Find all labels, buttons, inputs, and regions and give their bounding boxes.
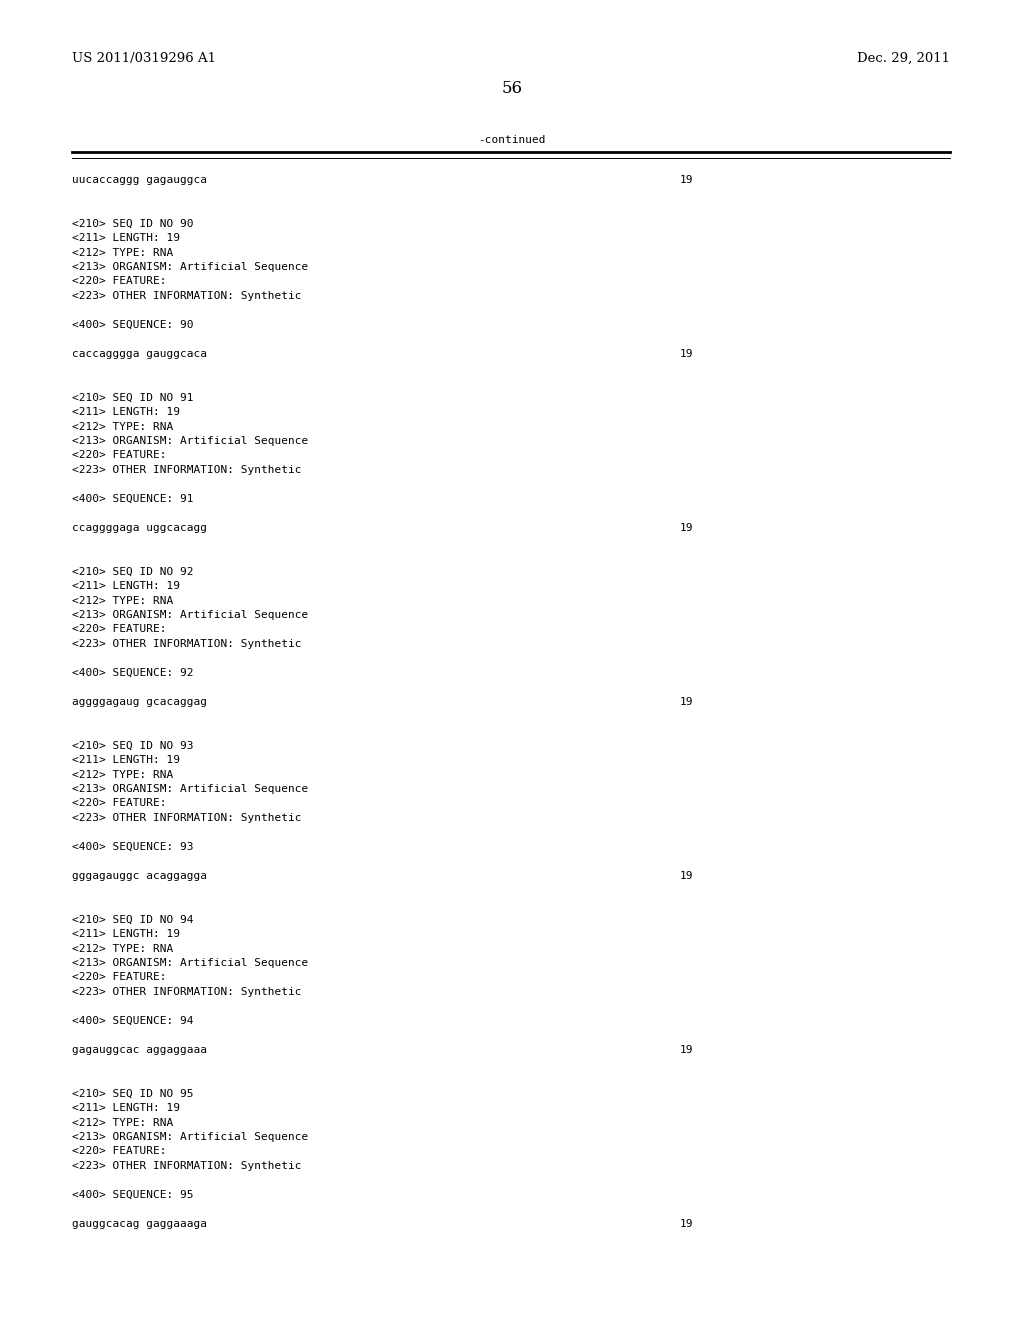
Text: <211> LENGTH: 19: <211> LENGTH: 19 bbox=[72, 407, 180, 417]
Text: <210> SEQ ID NO 93: <210> SEQ ID NO 93 bbox=[72, 741, 194, 751]
Text: <220> FEATURE:: <220> FEATURE: bbox=[72, 799, 167, 808]
Text: uucaccaggg gagauggca: uucaccaggg gagauggca bbox=[72, 176, 207, 185]
Text: <220> FEATURE:: <220> FEATURE: bbox=[72, 624, 167, 635]
Text: <223> OTHER INFORMATION: Synthetic: <223> OTHER INFORMATION: Synthetic bbox=[72, 1162, 301, 1171]
Text: gauggcacag gaggaaaga: gauggcacag gaggaaaga bbox=[72, 1218, 207, 1229]
Text: <211> LENGTH: 19: <211> LENGTH: 19 bbox=[72, 581, 180, 591]
Text: <400> SEQUENCE: 90: <400> SEQUENCE: 90 bbox=[72, 319, 194, 330]
Text: <212> TYPE: RNA: <212> TYPE: RNA bbox=[72, 770, 173, 780]
Text: <211> LENGTH: 19: <211> LENGTH: 19 bbox=[72, 234, 180, 243]
Text: 19: 19 bbox=[680, 523, 693, 533]
Text: <213> ORGANISM: Artificial Sequence: <213> ORGANISM: Artificial Sequence bbox=[72, 1133, 308, 1142]
Text: <212> TYPE: RNA: <212> TYPE: RNA bbox=[72, 1118, 173, 1127]
Text: Dec. 29, 2011: Dec. 29, 2011 bbox=[857, 51, 950, 65]
Text: <220> FEATURE:: <220> FEATURE: bbox=[72, 1147, 167, 1156]
Text: <210> SEQ ID NO 95: <210> SEQ ID NO 95 bbox=[72, 1089, 194, 1098]
Text: <223> OTHER INFORMATION: Synthetic: <223> OTHER INFORMATION: Synthetic bbox=[72, 290, 301, 301]
Text: <210> SEQ ID NO 92: <210> SEQ ID NO 92 bbox=[72, 566, 194, 577]
Text: 19: 19 bbox=[680, 871, 693, 880]
Text: <213> ORGANISM: Artificial Sequence: <213> ORGANISM: Artificial Sequence bbox=[72, 610, 308, 620]
Text: <400> SEQUENCE: 93: <400> SEQUENCE: 93 bbox=[72, 842, 194, 851]
Text: 19: 19 bbox=[680, 1045, 693, 1055]
Text: US 2011/0319296 A1: US 2011/0319296 A1 bbox=[72, 51, 216, 65]
Text: <400> SEQUENCE: 92: <400> SEQUENCE: 92 bbox=[72, 668, 194, 678]
Text: <213> ORGANISM: Artificial Sequence: <213> ORGANISM: Artificial Sequence bbox=[72, 784, 308, 795]
Text: <213> ORGANISM: Artificial Sequence: <213> ORGANISM: Artificial Sequence bbox=[72, 261, 308, 272]
Text: <213> ORGANISM: Artificial Sequence: <213> ORGANISM: Artificial Sequence bbox=[72, 958, 308, 968]
Text: aggggagaug gcacaggag: aggggagaug gcacaggag bbox=[72, 697, 207, 708]
Text: 19: 19 bbox=[680, 348, 693, 359]
Text: <211> LENGTH: 19: <211> LENGTH: 19 bbox=[72, 929, 180, 939]
Text: 19: 19 bbox=[680, 176, 693, 185]
Text: <220> FEATURE:: <220> FEATURE: bbox=[72, 450, 167, 461]
Text: caccagggga gauggcaca: caccagggga gauggcaca bbox=[72, 348, 207, 359]
Text: <400> SEQUENCE: 95: <400> SEQUENCE: 95 bbox=[72, 1191, 194, 1200]
Text: <211> LENGTH: 19: <211> LENGTH: 19 bbox=[72, 1104, 180, 1113]
Text: gagauggcac aggaggaaa: gagauggcac aggaggaaa bbox=[72, 1045, 207, 1055]
Text: <211> LENGTH: 19: <211> LENGTH: 19 bbox=[72, 755, 180, 766]
Text: <400> SEQUENCE: 94: <400> SEQUENCE: 94 bbox=[72, 1016, 194, 1026]
Text: <213> ORGANISM: Artificial Sequence: <213> ORGANISM: Artificial Sequence bbox=[72, 436, 308, 446]
Text: <210> SEQ ID NO 94: <210> SEQ ID NO 94 bbox=[72, 915, 194, 924]
Text: gggagauggc acaggagga: gggagauggc acaggagga bbox=[72, 871, 207, 880]
Text: <220> FEATURE:: <220> FEATURE: bbox=[72, 973, 167, 982]
Text: ccaggggaga uggcacagg: ccaggggaga uggcacagg bbox=[72, 523, 207, 533]
Text: <212> TYPE: RNA: <212> TYPE: RNA bbox=[72, 248, 173, 257]
Text: <210> SEQ ID NO 90: <210> SEQ ID NO 90 bbox=[72, 219, 194, 228]
Text: 56: 56 bbox=[502, 81, 522, 96]
Text: <220> FEATURE:: <220> FEATURE: bbox=[72, 276, 167, 286]
Text: <212> TYPE: RNA: <212> TYPE: RNA bbox=[72, 944, 173, 953]
Text: <223> OTHER INFORMATION: Synthetic: <223> OTHER INFORMATION: Synthetic bbox=[72, 987, 301, 997]
Text: -continued: -continued bbox=[478, 135, 546, 145]
Text: 19: 19 bbox=[680, 697, 693, 708]
Text: <212> TYPE: RNA: <212> TYPE: RNA bbox=[72, 421, 173, 432]
Text: <223> OTHER INFORMATION: Synthetic: <223> OTHER INFORMATION: Synthetic bbox=[72, 639, 301, 649]
Text: <210> SEQ ID NO 91: <210> SEQ ID NO 91 bbox=[72, 392, 194, 403]
Text: <223> OTHER INFORMATION: Synthetic: <223> OTHER INFORMATION: Synthetic bbox=[72, 465, 301, 475]
Text: <223> OTHER INFORMATION: Synthetic: <223> OTHER INFORMATION: Synthetic bbox=[72, 813, 301, 822]
Text: <212> TYPE: RNA: <212> TYPE: RNA bbox=[72, 595, 173, 606]
Text: 19: 19 bbox=[680, 1218, 693, 1229]
Text: <400> SEQUENCE: 91: <400> SEQUENCE: 91 bbox=[72, 494, 194, 504]
